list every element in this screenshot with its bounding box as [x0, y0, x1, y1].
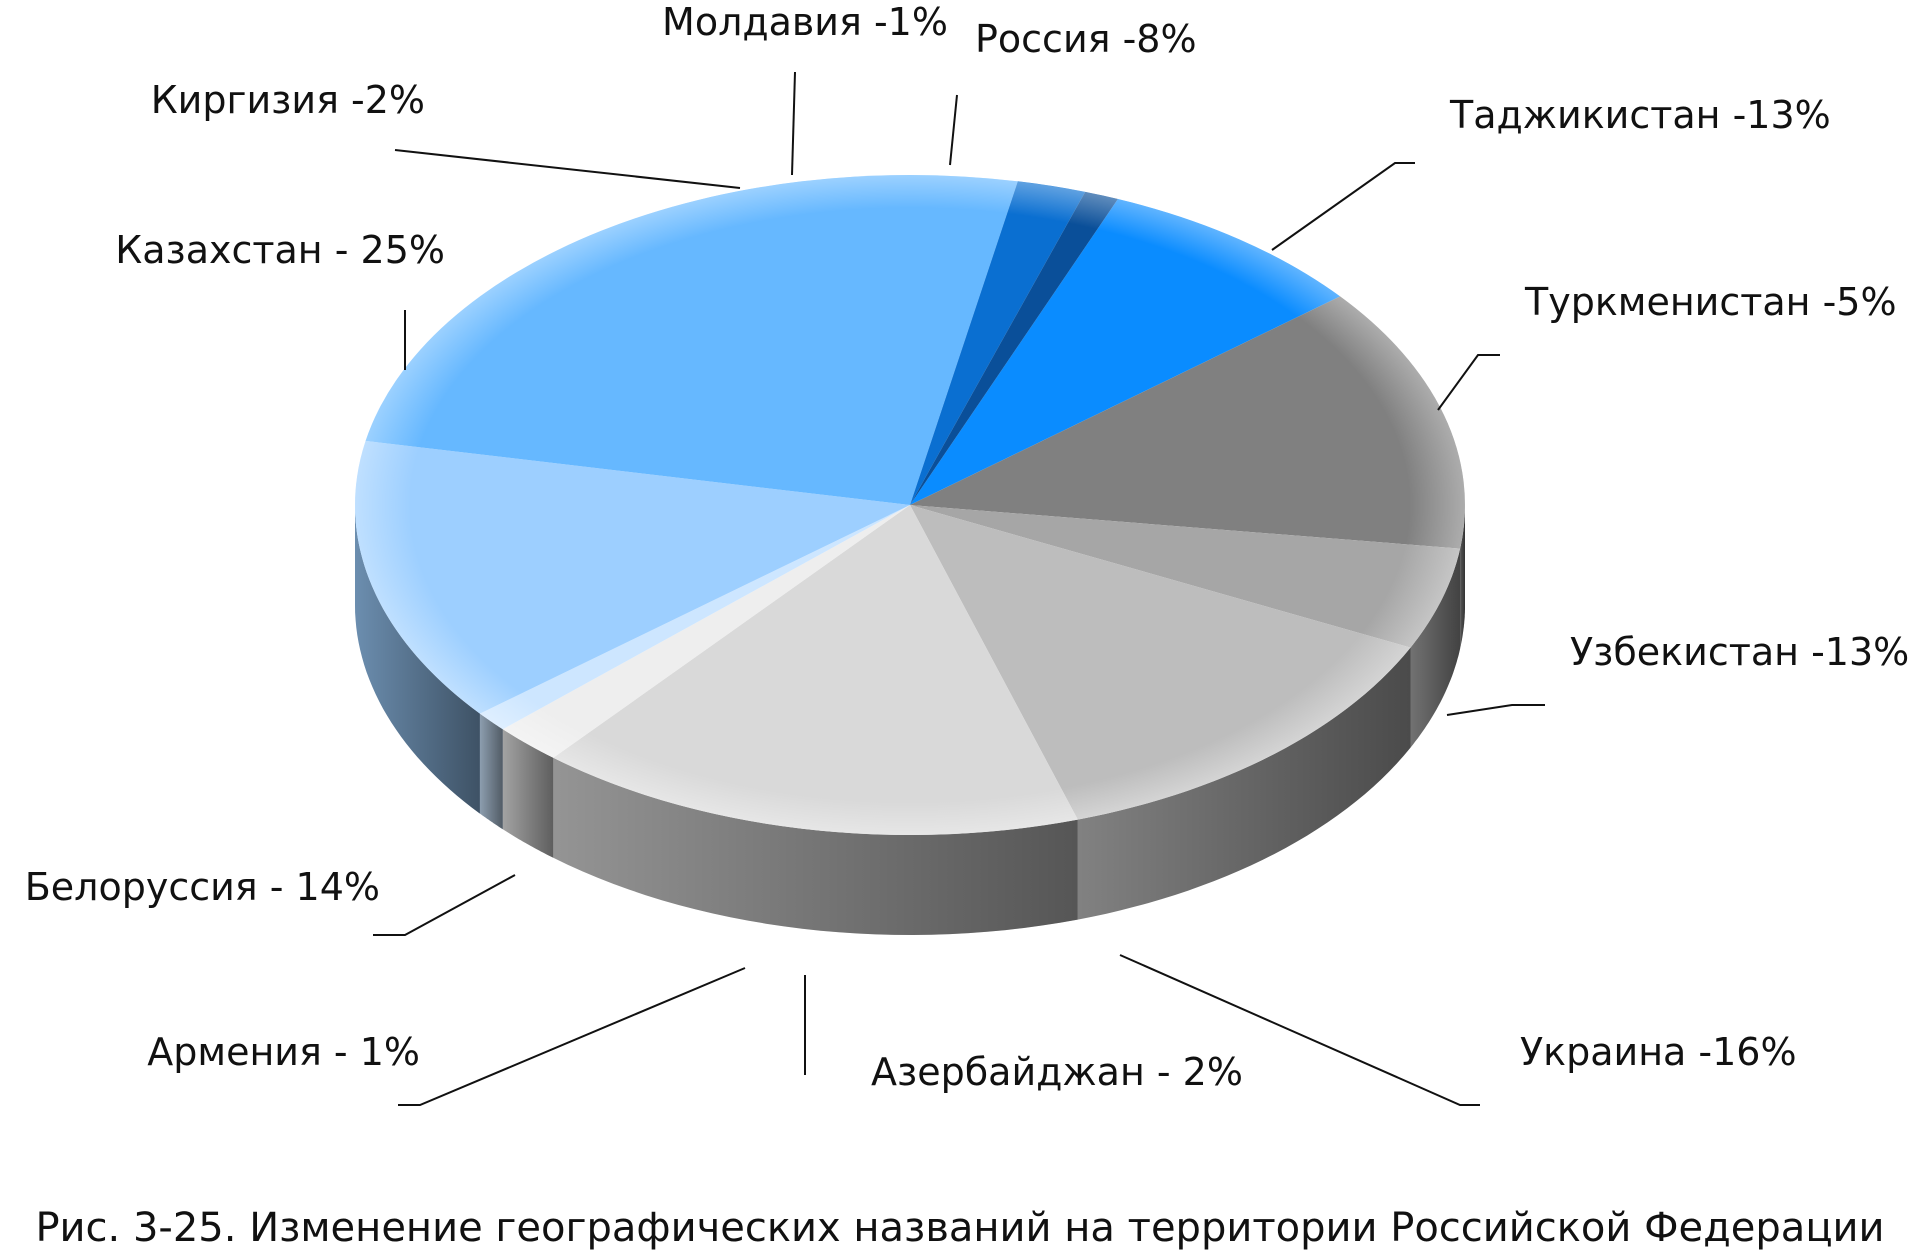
slice-label-5: Азербайджан - 2% — [871, 1050, 1243, 1094]
slice-label-0: Россия -8% — [975, 17, 1197, 61]
pie-side-shade-3 — [1077, 647, 1411, 920]
slice-label-3: Узбекистан -13% — [1570, 630, 1909, 674]
slice-label-10: Молдавия -1% — [662, 0, 948, 44]
figure-caption: Рис. 3-25. Изменение географических назв… — [35, 1205, 1885, 1251]
leader-line-9 — [394, 149, 741, 189]
leader-line-10 — [791, 71, 796, 176]
pie-side-shade-6 — [479, 713, 503, 830]
pie-side-shade-1 — [1460, 505, 1465, 649]
slice-label-7: Белоруссия - 14% — [25, 865, 380, 909]
pie-side-shade-5 — [502, 729, 554, 858]
slice-label-1: Таджикистан -13% — [1449, 93, 1831, 137]
slice-label-6: Армения - 1% — [147, 1030, 420, 1074]
leader-line-3 — [1446, 704, 1545, 716]
pie-side-shade-2 — [1410, 548, 1461, 748]
pie-rim-highlight — [355, 175, 1465, 835]
slice-labels: Россия -8% Таджикистан -13% Туркменистан -… — [25, 0, 1910, 1094]
slice-label-2: Туркменистан -5% — [1524, 280, 1897, 324]
slice-label-9: Киргизия -2% — [151, 78, 425, 122]
leader-line-1 — [1271, 162, 1415, 251]
pie-side-shade-4 — [553, 757, 1078, 935]
slice-label-8: Казахстан - 25% — [115, 228, 445, 272]
leader-line-7 — [373, 874, 516, 936]
leader-line-0 — [949, 94, 958, 166]
slice-label-4: Украина -16% — [1520, 1030, 1797, 1074]
pie-tops — [355, 175, 1465, 836]
leader-line-6 — [398, 967, 746, 1106]
leader-lines — [373, 71, 1545, 1106]
pie-sides — [355, 505, 1465, 935]
leader-line-4 — [1119, 954, 1480, 1106]
pie-side-shade-7 — [355, 505, 480, 814]
leader-line-2 — [1437, 354, 1500, 411]
